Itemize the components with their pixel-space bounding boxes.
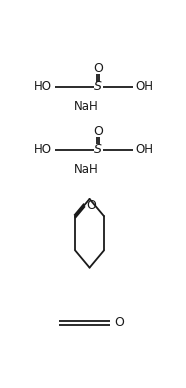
- Text: OH: OH: [136, 80, 154, 94]
- Text: S: S: [94, 143, 102, 156]
- Text: O: O: [86, 199, 96, 212]
- Text: O: O: [93, 125, 103, 138]
- Text: S: S: [94, 80, 102, 94]
- Text: O: O: [93, 62, 103, 76]
- Text: OH: OH: [136, 143, 154, 156]
- Text: NaH: NaH: [74, 163, 99, 175]
- Text: NaH: NaH: [74, 100, 99, 113]
- Text: HO: HO: [34, 80, 52, 94]
- Text: HO: HO: [34, 143, 52, 156]
- Text: O: O: [114, 316, 124, 329]
